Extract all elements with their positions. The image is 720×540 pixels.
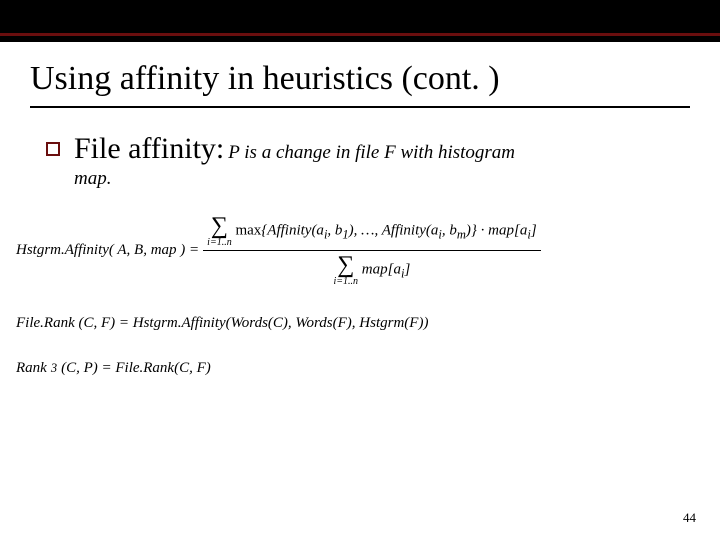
formula-block: Hstgrm.Affinity( A, B, map ) = ∑ i=1..n … — [16, 214, 690, 377]
bullet-lead: File affinity: — [74, 132, 224, 165]
formula-2: File.Rank (C, F) = Hstgrm.Affinity(Words… — [16, 315, 690, 332]
formula-3: Rank3(C, P) = File.Rank(C, F) — [16, 360, 690, 377]
title-area: Using affinity in heuristics (cont. ) — [0, 42, 720, 114]
bullet-icon — [46, 142, 60, 156]
max-op: max — [235, 222, 261, 238]
f1-lhs: Hstgrm.Affinity( A, B, map ) = — [16, 242, 199, 259]
bullet-text-wrap: File affinity: P is a change in file F w… — [74, 132, 515, 166]
bullet-sub: P is a change in file F with histogram — [228, 142, 515, 163]
top-accent-band — [0, 0, 720, 42]
formula-1: Hstgrm.Affinity( A, B, map ) = ∑ i=1..n … — [16, 214, 690, 287]
sum-icon: ∑ i=1..n — [334, 253, 359, 287]
f1-denominator: ∑ i=1..n map[ai] — [203, 251, 540, 287]
page-number: 44 — [683, 510, 696, 526]
title-underline — [30, 106, 690, 108]
bullet-continuation: map. — [74, 168, 690, 190]
f1-numerator: ∑ i=1..n max{Affinity(ai, b1), …, Affini… — [203, 214, 540, 251]
slide-title: Using affinity in heuristics (cont. ) — [30, 60, 690, 98]
content-area: File affinity: P is a change in file F w… — [0, 114, 720, 377]
bullet-row: File affinity: P is a change in file F w… — [46, 132, 690, 166]
f1-fraction: ∑ i=1..n max{Affinity(ai, b1), …, Affini… — [203, 214, 540, 287]
sum-icon: ∑ i=1..n — [207, 214, 232, 248]
